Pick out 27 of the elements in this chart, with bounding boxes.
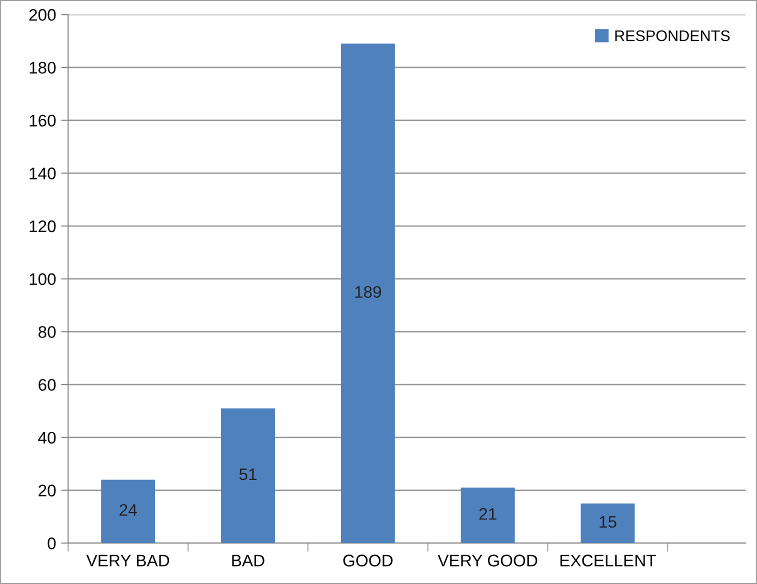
bar: [340, 44, 395, 544]
x-tick-label: BAD: [232, 554, 264, 566]
y-tick-label: 160: [30, 114, 56, 127]
x-tick-label: EXCELLENT: [560, 554, 656, 566]
data-label: 21: [479, 508, 496, 520]
y-tick-label: 180: [30, 62, 56, 74]
bar: [101, 480, 156, 544]
y-tick-label: 80: [38, 326, 56, 338]
x-tick-label: GOOD: [343, 554, 393, 566]
y-tick-label: 120: [30, 220, 56, 232]
x-tick-label: VERY BAD: [86, 554, 170, 566]
legend-label: RESPONDENTS: [615, 30, 730, 42]
y-tick-label: 20: [38, 484, 56, 496]
bar: [221, 408, 275, 544]
data-label: 15: [600, 516, 616, 528]
y-tick-label: 40: [38, 432, 56, 444]
y-tick-label: 200: [29, 9, 56, 21]
y-tick-label: 0: [48, 538, 56, 550]
x-tick-label: VERY GOOD: [438, 554, 538, 566]
data-label: 51: [239, 468, 256, 480]
data-label: 189: [355, 286, 382, 298]
y-tick-label: 60: [38, 378, 56, 391]
y-tick-label: 100: [30, 273, 56, 286]
y-tick-label: 140: [30, 168, 56, 180]
bar: [460, 488, 515, 544]
bar: [580, 503, 635, 544]
data-label: 24: [120, 504, 137, 516]
